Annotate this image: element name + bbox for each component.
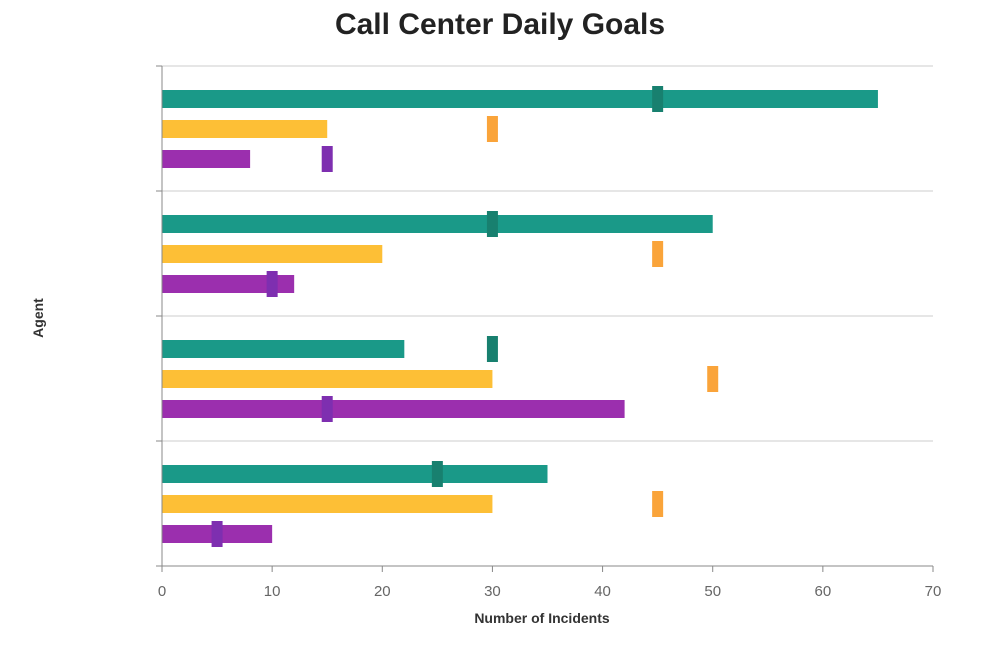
- bar: [162, 150, 251, 168]
- bar: [162, 340, 405, 358]
- y-axis-title: Agent: [30, 298, 46, 338]
- target-marker: [211, 521, 223, 547]
- bar: [162, 275, 295, 293]
- target-marker: [486, 336, 498, 362]
- bar: [162, 120, 328, 138]
- bar: [162, 495, 493, 513]
- x-tick-label: 40: [594, 583, 611, 600]
- x-axis-title: Number of Incidents: [474, 610, 610, 626]
- target-marker: [707, 366, 719, 392]
- target-marker: [486, 211, 498, 237]
- target-marker: [321, 146, 333, 172]
- axes: [161, 66, 933, 567]
- target-marker: [431, 461, 443, 487]
- bar: [162, 465, 548, 483]
- bar: [162, 90, 878, 108]
- target-marker: [652, 491, 664, 517]
- x-tick-label: 0: [158, 583, 166, 600]
- target-markers: [211, 86, 719, 547]
- x-tick-label: 70: [925, 583, 942, 600]
- x-tick-label: 50: [704, 583, 721, 600]
- x-ticks: 0 10 20 30 40 50 60 70: [158, 566, 942, 600]
- bar: [162, 400, 625, 418]
- x-tick-label: 60: [815, 583, 832, 600]
- x-tick-label: 20: [374, 583, 391, 600]
- target-marker: [652, 241, 664, 267]
- chart-title: Call Center Daily Goals: [334, 8, 666, 41]
- bar: [162, 245, 383, 263]
- target-marker: [486, 116, 498, 142]
- gridlines: [156, 65, 933, 567]
- x-tick-label: 10: [264, 583, 281, 600]
- bar: [162, 370, 493, 388]
- target-marker: [652, 86, 664, 112]
- bar: [162, 215, 713, 233]
- target-marker: [266, 271, 278, 297]
- bars: [162, 90, 878, 543]
- x-tick-label: 30: [484, 583, 501, 600]
- target-marker: [321, 396, 333, 422]
